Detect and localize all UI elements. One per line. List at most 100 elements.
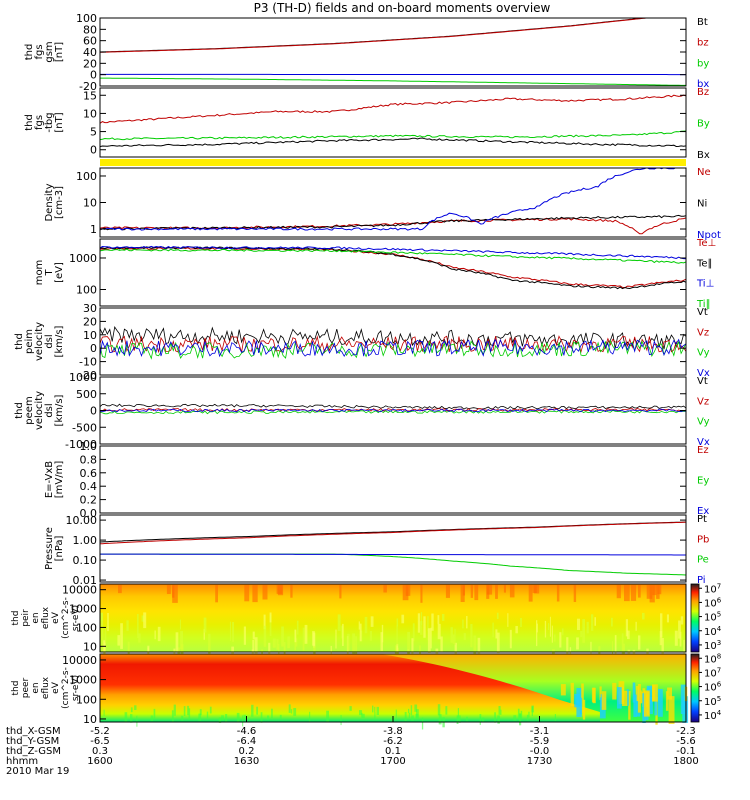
- y-tick-label: 500: [76, 388, 97, 401]
- x-row-value: -6.5: [90, 736, 110, 747]
- legend-Pi: Pi: [697, 575, 706, 586]
- y-axis-label-line: velocity: [34, 391, 45, 430]
- electron-streak: [554, 714, 556, 721]
- x-row-value: -5.9: [530, 736, 550, 747]
- ion-streak: [342, 623, 344, 646]
- ion-streak: [625, 619, 628, 637]
- series-Bx: [100, 137, 686, 148]
- electron-streak: [130, 707, 133, 713]
- y-axis-label: thd peem velocity dsl [km/s]: [14, 391, 65, 430]
- y-tick-label: -10: [79, 356, 97, 369]
- electron-streak: [617, 687, 622, 709]
- ion-streak: [407, 631, 410, 658]
- electron-streak: [479, 716, 481, 725]
- ion-streak: [358, 621, 360, 630]
- electron-streak: [560, 684, 566, 696]
- y-tick-label: 10.00: [66, 514, 98, 527]
- ion-streak: [138, 633, 141, 643]
- electron-streak: [103, 709, 105, 716]
- electron-streak: [513, 715, 517, 721]
- ion-streak: [254, 637, 258, 654]
- y-tick-label: 10: [83, 329, 97, 342]
- ion-streak: [532, 585, 537, 593]
- y-tick-label: 10: [83, 640, 97, 653]
- series-Pi: [100, 553, 686, 556]
- electron-streak: [372, 705, 374, 713]
- ion-streak: [442, 614, 445, 621]
- x-row-value: -6.4: [237, 736, 257, 747]
- panel-density: 100 10 1 Density [cm-3]: [44, 167, 687, 238]
- y-axis-label-line: eflux: [41, 606, 51, 629]
- y-axis-label: thd peer en eflux eV (cm^2-s-sr-eV): [11, 667, 81, 709]
- y-axis-label-line: thd: [24, 114, 35, 131]
- electron-streak: [667, 687, 672, 700]
- y-axis-label-line: [km/s]: [54, 325, 65, 357]
- electron-streak: [494, 712, 496, 723]
- y-tick-label: 5: [90, 126, 97, 139]
- ion-streak: [252, 585, 258, 603]
- ion-streak: [252, 631, 255, 640]
- colorbar-tick-label: 107: [704, 666, 721, 679]
- y-tick-label: 100: [76, 284, 97, 297]
- ion-streak: [569, 647, 572, 659]
- ion-streak: [594, 617, 596, 626]
- ion-streak: [157, 626, 161, 642]
- ion-streak: [590, 641, 592, 665]
- electron-streak: [209, 706, 212, 714]
- ion-streak: [566, 637, 569, 659]
- legend-Ne: Ne: [697, 167, 711, 178]
- legend-Vx: Vx: [697, 437, 710, 448]
- y-tick-label: 10: [83, 197, 97, 210]
- electron-streak: [374, 711, 376, 720]
- y-tick-label: 0.4: [80, 480, 98, 493]
- panel-e-vxb: 1.00.80.60.40.20.0 E=-VxB [mV/m]: [44, 440, 687, 520]
- y-tick-label: 10000: [62, 654, 97, 667]
- x-row-label: thd_X-GSM: [6, 726, 61, 737]
- legend-by: by: [697, 58, 709, 69]
- quality-flag-bar: [100, 159, 686, 166]
- y-axis-label: Pressure [nPa]: [44, 527, 65, 570]
- legend-Vy: Vy: [697, 348, 710, 359]
- legends: BtbzbybxBzByBxNeNiNpotTe⊥Te∥Ti⊥Ti∥VtVzVy…: [696, 17, 721, 586]
- ion-streak: [369, 631, 372, 641]
- x-row-value: -3.8: [383, 726, 403, 737]
- electron-streak: [391, 717, 393, 722]
- ion-streak: [104, 628, 107, 643]
- ion-streak: [638, 635, 641, 650]
- ion-streak: [141, 615, 145, 622]
- electron-streak: [500, 709, 502, 715]
- legend-Vy: Vy: [697, 417, 710, 428]
- legend-Te∥: Te∥: [696, 258, 713, 269]
- y-tick-label: 0.0: [80, 507, 98, 520]
- electron-streak: [519, 713, 522, 726]
- ion-streak: [396, 643, 399, 662]
- ion-streak: [175, 632, 179, 653]
- panel-series-group: [100, 403, 686, 415]
- electron-streak: [445, 706, 448, 715]
- ion-streak: [427, 628, 431, 653]
- ion-streak: [496, 612, 499, 619]
- electron-streak: [658, 689, 663, 717]
- ion-streak: [263, 625, 267, 647]
- ion-streak: [503, 585, 506, 593]
- electron-streak: [221, 715, 224, 721]
- y-axis-label: thd peim velocity dsl [km/s]: [14, 322, 65, 361]
- electron-streak: [528, 711, 530, 718]
- y-axis-label-line: fgs: [34, 44, 45, 59]
- ion-streak: [423, 616, 426, 638]
- x-row-value: -0.0: [530, 746, 550, 757]
- ion-streak: [496, 632, 500, 654]
- ion-streak: [638, 585, 641, 598]
- electron-streak: [150, 715, 154, 722]
- electron-streak: [349, 706, 352, 711]
- series-Pb: [100, 521, 686, 545]
- ion-streak: [359, 623, 362, 642]
- ion-streak: [412, 623, 415, 642]
- y-axis-label-line: en: [31, 682, 41, 693]
- ion-streak: [646, 585, 653, 599]
- chart-title: P3 (TH-D) fields and on-board moments ov…: [254, 1, 551, 15]
- series-Pe: [100, 553, 686, 576]
- ion-streak: [313, 632, 316, 648]
- legend-Pt: Pt: [697, 514, 707, 525]
- electron-streak: [130, 714, 133, 723]
